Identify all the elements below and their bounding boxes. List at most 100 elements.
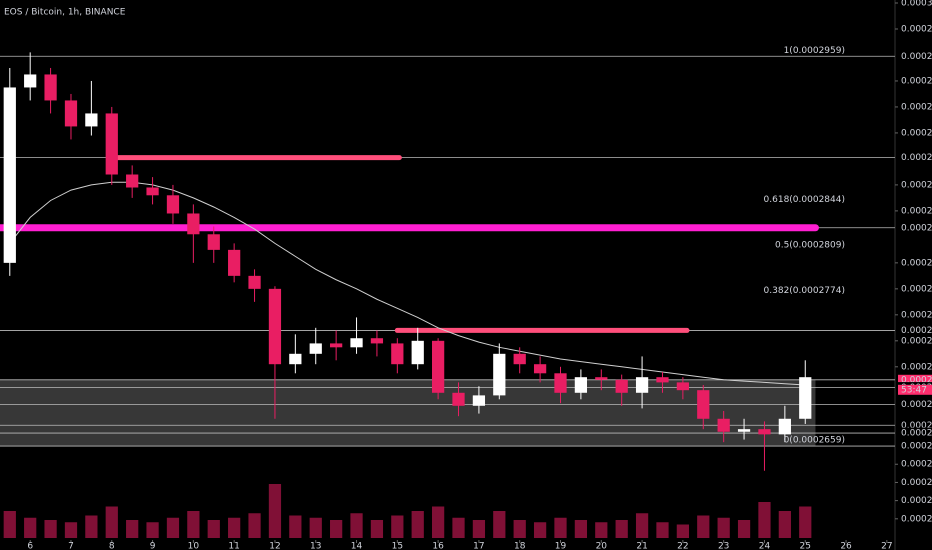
y-tick-label: 0.0002603 (901, 514, 932, 524)
volume-bar (187, 511, 200, 538)
volume-bar (697, 515, 710, 538)
volume-bar (717, 517, 730, 538)
x-tick-label: 7 (68, 542, 74, 550)
candle-body (615, 379, 628, 393)
x-tick-label: 10 (188, 542, 200, 550)
level-tag-label: 0.0002691 (901, 400, 932, 410)
volume-bar (268, 484, 282, 538)
volume-bar (452, 517, 465, 538)
level-tag-label: 0.000271 (901, 375, 932, 385)
y-tick-label: 0.0002980 (901, 24, 932, 34)
x-tick-label: 25 (800, 542, 811, 550)
volume-bar (289, 515, 302, 538)
volume-bar (391, 515, 404, 538)
volume-bar (309, 517, 322, 538)
volume-bar (533, 522, 547, 538)
volume-bar (737, 520, 751, 538)
x-tick-label: 6 (27, 542, 33, 550)
x-tick-label: 9 (150, 542, 156, 550)
volume-bar (656, 522, 669, 538)
x-tick-label: 14 (351, 542, 363, 550)
x-tick-label: 18 (514, 542, 526, 550)
y-tick-label: 0.0002645 (901, 460, 932, 470)
range-box (0, 379, 816, 447)
candle-body (309, 343, 322, 354)
volume-bar (615, 520, 628, 538)
candle-body (533, 364, 547, 374)
candle-body (513, 353, 526, 365)
volume-bar (228, 517, 241, 538)
y-tick-label: 0.0002900 (901, 128, 932, 138)
x-tick-label: 12 (269, 542, 280, 550)
level-tag (897, 50, 932, 62)
candle-body (391, 343, 404, 365)
candle-body (248, 275, 261, 289)
candle-body (737, 429, 751, 432)
volume-bar (635, 513, 649, 538)
volume-bar (370, 520, 384, 538)
volume-bar (778, 511, 791, 538)
x-tick-label: 23 (718, 542, 729, 550)
candle-body (330, 343, 343, 348)
y-tick-label: 0.0003000 (901, 0, 932, 9)
candle-body (105, 113, 118, 175)
x-tick-label: 21 (636, 542, 647, 550)
level-tag (897, 222, 932, 234)
level-tag (897, 324, 932, 336)
candle-body (126, 174, 139, 188)
candle-body (595, 377, 608, 380)
volume-bar (431, 506, 445, 538)
countdown-tag (898, 384, 932, 395)
candle-body (656, 377, 669, 383)
volume-bar (207, 520, 220, 538)
x-tick-label: 15 (392, 542, 403, 550)
moving-average (9, 181, 806, 386)
level-tag-label: 0.0002748 (901, 326, 932, 336)
candle-body (3, 87, 16, 263)
x-tick-label: 11 (228, 542, 239, 550)
candle-body (187, 213, 200, 235)
level-tag-label: 0.0002881 (901, 153, 932, 163)
volume-bar (574, 520, 588, 538)
candle-body (574, 377, 588, 393)
level-tag (898, 374, 932, 385)
volume-bar (595, 522, 608, 538)
volume-bar (85, 515, 98, 538)
level-tag-label: 0.0002959 (901, 52, 932, 62)
y-tick-label: 0.0002740 (901, 336, 932, 346)
x-tick-label: 22 (677, 542, 688, 550)
candle-body (44, 74, 57, 101)
volume-bar (146, 522, 159, 538)
candle-body (778, 418, 791, 435)
candle-body (799, 377, 812, 419)
candle-body (697, 390, 710, 419)
volume-bar (554, 517, 567, 538)
y-tick-label: 0.0002631 (901, 478, 932, 488)
y-tick-label: 0.0002800 (901, 258, 932, 268)
level-tag-label: 0.0002675 (901, 421, 932, 431)
y-tick-label: 0.0002840 (901, 206, 932, 216)
x-tick-label: 16 (432, 542, 444, 550)
candle-body (350, 338, 363, 348)
volume-bar (676, 524, 689, 538)
y-tick-label: 0.0002760 (901, 310, 932, 320)
x-tick-label: 24 (759, 542, 771, 550)
candle-body (635, 377, 649, 393)
y-tick-label: 0.0002920 (901, 102, 932, 112)
candle-body (717, 418, 730, 432)
candle-body (758, 429, 771, 435)
volume-bar (513, 520, 526, 538)
y-tick-label: 0.0002617 (901, 496, 932, 506)
candle-body (228, 249, 241, 276)
fib-label: 0.618(0.0002844) (764, 195, 845, 205)
level-tag (897, 440, 932, 452)
candle-body (268, 288, 282, 365)
volume-bar (3, 511, 16, 538)
x-tick-label: 27 (881, 542, 892, 550)
y-tick-label: 0.0002720 (901, 362, 932, 372)
candle-body (207, 234, 220, 250)
candle-body (166, 195, 180, 214)
level-tag (897, 398, 932, 410)
